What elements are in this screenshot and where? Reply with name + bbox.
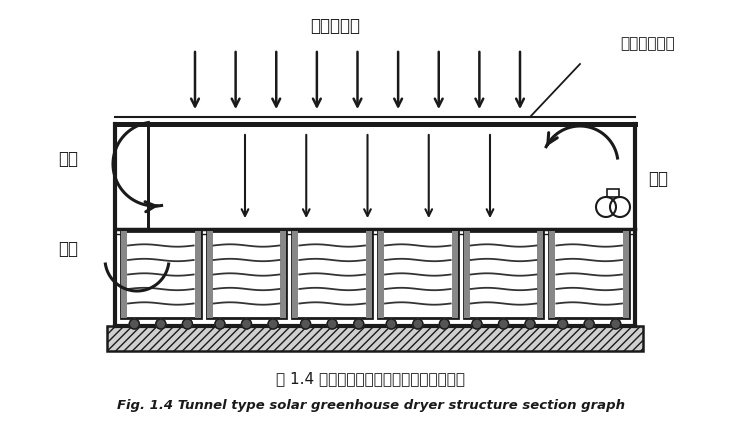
Circle shape <box>413 319 423 329</box>
Circle shape <box>182 319 192 329</box>
Bar <box>280 231 286 318</box>
Bar <box>107 326 643 351</box>
Bar <box>207 231 286 318</box>
Circle shape <box>301 319 311 329</box>
Bar <box>549 231 555 318</box>
Circle shape <box>499 319 508 329</box>
Bar <box>623 231 629 318</box>
Circle shape <box>156 319 166 329</box>
Bar <box>464 231 470 318</box>
Circle shape <box>241 319 251 329</box>
Text: Fig. 1.4 Tunnel type solar greenhouse dryer structure section graph: Fig. 1.4 Tunnel type solar greenhouse dr… <box>117 400 625 412</box>
Circle shape <box>525 319 535 329</box>
Bar <box>452 231 458 318</box>
Text: 湿气: 湿气 <box>58 240 78 258</box>
Bar <box>549 231 629 318</box>
Bar <box>378 231 384 318</box>
Text: 太阳能辐射: 太阳能辐射 <box>310 17 360 35</box>
Circle shape <box>439 319 450 329</box>
Circle shape <box>611 319 620 329</box>
Bar <box>207 231 212 318</box>
Circle shape <box>129 319 139 329</box>
Bar <box>121 231 127 318</box>
Text: 图 1.4 隧道式太阳能温室干燥器结构截面图: 图 1.4 隧道式太阳能温室干燥器结构截面图 <box>276 372 466 387</box>
Circle shape <box>268 319 278 329</box>
Circle shape <box>472 319 482 329</box>
Bar <box>607 189 619 197</box>
Circle shape <box>327 319 337 329</box>
Bar <box>121 231 201 318</box>
Circle shape <box>215 319 225 329</box>
Bar <box>537 231 543 318</box>
Bar <box>195 231 201 318</box>
Bar <box>292 231 299 318</box>
Bar <box>378 231 458 318</box>
Circle shape <box>386 319 396 329</box>
Bar <box>464 231 543 318</box>
Bar <box>366 231 372 318</box>
Circle shape <box>584 319 594 329</box>
Text: 风机: 风机 <box>648 170 668 188</box>
Text: 气流: 气流 <box>58 150 78 168</box>
Circle shape <box>557 319 568 329</box>
Circle shape <box>354 319 364 329</box>
Bar <box>292 231 372 318</box>
Text: 透明塑料盖板: 透明塑料盖板 <box>620 36 675 52</box>
